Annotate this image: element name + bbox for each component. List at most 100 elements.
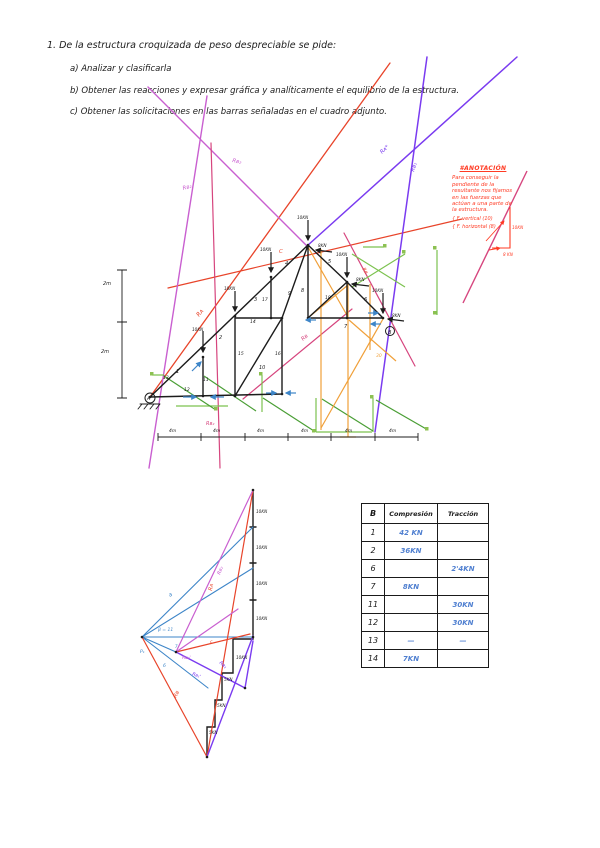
cell-compression: 42 KN	[384, 523, 438, 542]
cell-traction: 30KN	[437, 613, 489, 632]
figure-label: 10KN	[297, 215, 309, 220]
figure-label: 9	[288, 291, 291, 297]
line-rb1-purple	[374, 56, 428, 433]
table-row: 7 8KN	[361, 577, 489, 596]
figure-label: 10KN	[256, 581, 268, 586]
figure-label: 8	[301, 288, 304, 294]
figure-label: 10KN	[336, 252, 348, 257]
line-ra-red	[149, 62, 391, 398]
cell-compression: 7KN	[384, 649, 438, 668]
table-header-compression: Compresión	[384, 503, 438, 524]
figure-label: 6	[163, 663, 166, 669]
annotation-body: Para conseguir la pendiente de la result…	[452, 175, 513, 214]
figure-label: 7	[344, 324, 348, 330]
figure-label: β = 11	[158, 627, 173, 633]
figure-label: Rᴀ	[195, 307, 206, 318]
cell-bar-number: 13	[361, 631, 385, 650]
load-arrow-8kn	[386, 316, 405, 323]
figure-label: 8KN	[318, 243, 327, 248]
figure-label: 5	[328, 259, 331, 265]
problem-item-c: c) Obtener las solicitaciones en las bar…	[70, 107, 387, 117]
annotation-arrow	[488, 246, 501, 251]
line-rb2-pink-vertical	[210, 142, 221, 469]
line-rb-pink-through-b	[343, 232, 416, 367]
figure2-labels: 10KN 10KN 10KN 10KN 10KN 5KN 5KN 5KN a β = 11 P₁ 7 6…	[140, 509, 268, 735]
figure-label: Rʙ₁'	[191, 671, 201, 680]
annotation-arrow	[485, 220, 505, 242]
green-square-markers	[150, 244, 437, 433]
figure-label: 1	[176, 369, 179, 375]
results-table: B Compresión Tracción 1 42 KN 2 36KN 6 2'4KN 7…	[361, 503, 489, 668]
figure-label: Rʙ₂'	[182, 655, 191, 661]
figure-label: 10KN	[256, 509, 268, 514]
cell-traction	[437, 541, 489, 560]
truss-node-dots	[148, 243, 385, 399]
dimension-lines	[117, 269, 419, 441]
table-header-traction: Tracción	[437, 503, 489, 524]
cell-compression: —	[384, 631, 438, 650]
figure-label: P₁	[140, 649, 145, 655]
cell-bar-number: 2	[361, 541, 385, 560]
force-diagram	[140, 488, 257, 759]
figure-label: B	[388, 330, 392, 336]
load-arrow-8kn	[350, 281, 370, 288]
figure-label: 8 KN	[503, 252, 514, 257]
cell-bar-number: 11	[361, 595, 385, 614]
table-header-row: B Compresión Tracción	[361, 503, 489, 524]
figure-label: 4	[285, 261, 288, 267]
orange-auxiliary-lines	[307, 246, 397, 438]
table-row: 11 30KN	[361, 595, 489, 614]
figure-label: Rʙ	[300, 333, 309, 342]
figure-label: Rʙ₁	[218, 660, 228, 670]
cell-traction: 30KN	[437, 595, 489, 614]
figure-label: 7	[175, 644, 178, 649]
force-orchid-rb2	[175, 489, 254, 653]
truss-structure	[137, 243, 395, 410]
line-c-red	[167, 218, 463, 289]
figure-label: 4m	[301, 428, 309, 434]
figure-label: 5KN	[224, 677, 233, 682]
figure-label: 6	[364, 297, 367, 303]
figure-label: 2	[219, 335, 222, 341]
blue-arrow	[191, 361, 202, 372]
force-purple-rb1	[175, 635, 254, 758]
green-ticks-verticals	[152, 250, 438, 433]
cell-bar-number: 7	[361, 577, 385, 596]
figure-label: Rʙ₂	[216, 566, 225, 576]
table-row: 13— —	[361, 631, 489, 650]
annotation-note: #ANOTACIÓN Para conseguir la pendiente d…	[452, 165, 514, 231]
problem-title: 1. De la estructura croquizada de peso d…	[47, 40, 337, 51]
figure-label: 5KN	[217, 703, 226, 708]
table-row: 2 36KN	[361, 541, 489, 560]
annotation-pink-line	[462, 170, 528, 304]
figure-label: 13	[163, 375, 169, 381]
line-rb2-orchid-2	[148, 95, 208, 469]
figure-label: 8KN	[392, 313, 401, 318]
figure-label: 10KN	[256, 545, 268, 550]
load-arrow-8kn	[314, 247, 333, 254]
figure-label: Rʙ₂	[182, 184, 193, 192]
cell-compression: 36KN	[384, 541, 438, 560]
figure-label: Rʙ	[172, 690, 181, 699]
figure-label: 4m	[257, 428, 265, 434]
force-node-dots	[140, 488, 255, 759]
support-a-ground-hatch	[137, 403, 161, 410]
figure-label: 3	[254, 297, 257, 303]
figure-label: 14	[250, 319, 256, 325]
problem-item-b: b) Obtener las reacciones y expresar grá…	[70, 86, 460, 96]
cell-traction: 2'4KN	[437, 559, 489, 578]
figure-label: Rʙ	[360, 267, 369, 276]
cell-bar-number: 1	[361, 523, 385, 542]
horizontal-dimension	[157, 433, 419, 441]
orange-diagonals	[307, 246, 397, 429]
figure-label: 4m	[213, 428, 221, 434]
truss-members	[149, 244, 384, 398]
cell-traction	[437, 577, 489, 596]
figure-label: 18	[325, 295, 331, 301]
figure-label: Rʙ₂	[206, 421, 214, 427]
load-arrows	[200, 220, 405, 354]
green-diagonals	[163, 375, 429, 432]
